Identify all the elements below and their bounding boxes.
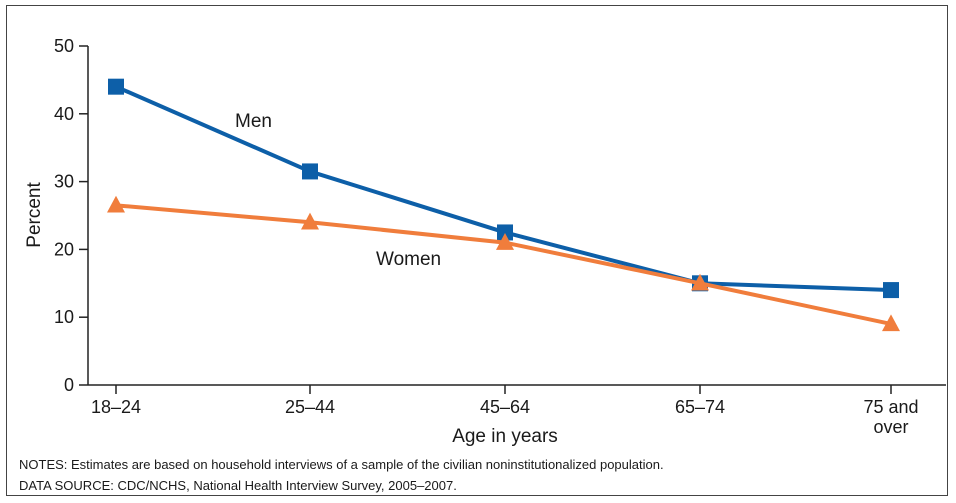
- x-tick-label: 75 and: [863, 397, 918, 417]
- series-layer: [107, 78, 900, 332]
- y-tick-label: 20: [54, 239, 74, 259]
- data-point-women: [301, 212, 319, 230]
- series-line-women: [115, 203, 892, 326]
- data-point-men: [497, 224, 513, 241]
- chart-notes: NOTES: Estimates are based on household …: [19, 457, 664, 472]
- labels-layer: Men Women: [235, 111, 441, 270]
- x-tick-label: over: [873, 417, 908, 437]
- axes: 0 10 20 30 40 50 18–24 25–44 45–64 65–74 75 andove…: [24, 36, 946, 447]
- x-axis-title: Age in years: [452, 426, 558, 447]
- data-source: DATA SOURCE: CDC/NCHS, National Health I…: [19, 478, 457, 493]
- y-tick-label: 10: [54, 307, 74, 327]
- y-tick-label: 0: [64, 375, 74, 395]
- y-axis-title: Percent: [24, 182, 45, 248]
- y-tick-label: 50: [54, 36, 74, 56]
- x-tick-label: 65–74: [675, 397, 725, 417]
- data-point-women: [496, 233, 514, 250]
- y-tick-label: 40: [54, 104, 74, 124]
- x-tick-label: 18–24: [91, 397, 141, 417]
- series-label-women: Women: [376, 249, 441, 270]
- series-label-men: Men: [235, 111, 272, 132]
- data-point-women: [882, 314, 900, 332]
- y-tick-label: 30: [54, 172, 74, 192]
- chart-frame: [6, 5, 948, 496]
- data-point-women: [107, 195, 125, 213]
- series-line-men: [115, 84, 892, 293]
- x-tick-label: 25–44: [285, 397, 335, 417]
- data-point-men: [883, 282, 899, 299]
- data-point-women: [691, 273, 709, 291]
- x-tick-label: 45–64: [480, 397, 530, 417]
- data-point-men: [302, 163, 318, 180]
- data-point-men: [108, 78, 124, 95]
